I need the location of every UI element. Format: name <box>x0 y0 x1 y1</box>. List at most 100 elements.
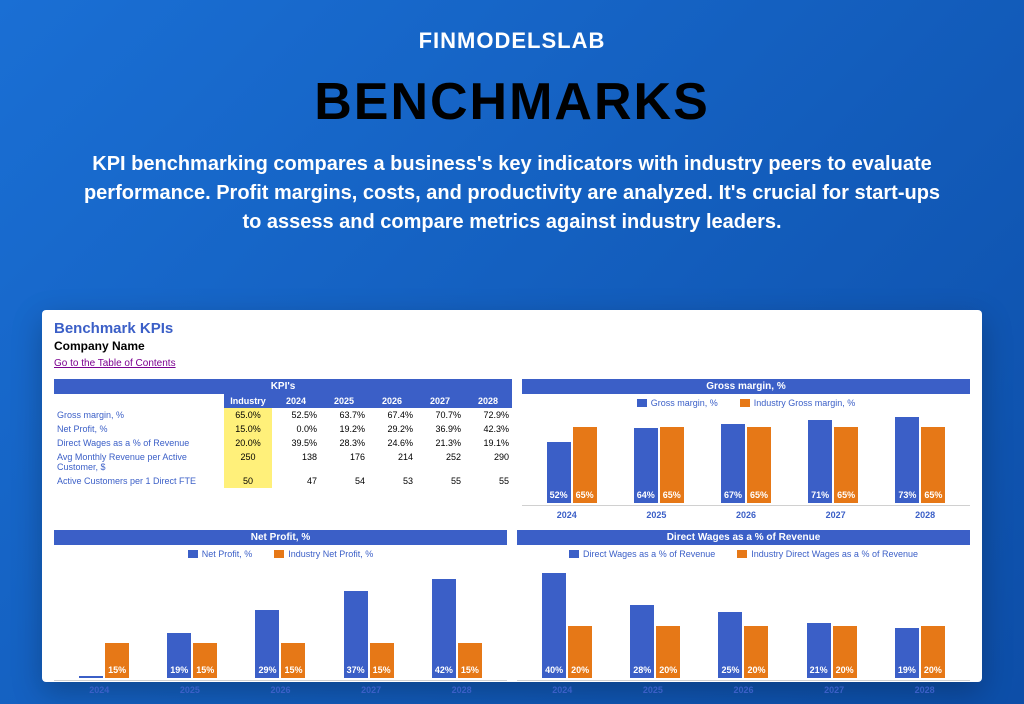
x-label: 2025 <box>180 685 200 695</box>
bar-label: 42% <box>435 665 453 675</box>
bar-label: 52% <box>550 490 568 500</box>
x-axis-labels: 20242025202620272028 <box>522 506 970 520</box>
bar-label: 65% <box>837 490 855 500</box>
cell: 52.5% <box>272 408 320 422</box>
bar-series2: 65% <box>660 427 684 503</box>
bar-series1: 29% <box>255 610 279 678</box>
bar-label: 15% <box>284 665 302 675</box>
header-region: FINMODELSLAB BENCHMARKS KPI benchmarking… <box>0 0 1024 237</box>
cell: 28.3% <box>320 436 368 450</box>
cell: 20.0% <box>224 436 272 450</box>
bar-series2: 20% <box>656 626 680 678</box>
legend-label-2: Industry Net Profit, % <box>288 549 373 559</box>
row-label: Gross margin, % <box>54 408 224 422</box>
bar-series1: 67% <box>721 424 745 503</box>
col-2024: 2024 <box>272 394 320 408</box>
cell: 65.0% <box>224 408 272 422</box>
bar-series2: 20% <box>833 626 857 678</box>
cell: 214 <box>368 450 416 474</box>
bars-area: 52%65%64%65%67%65%71%65%73%65% <box>522 410 970 506</box>
toc-link[interactable]: Go to the Table of Contents <box>54 358 176 369</box>
spreadsheet-preview: Benchmark KPIs Company Name Go to the Ta… <box>42 310 982 682</box>
bar-label: 40% <box>545 665 563 675</box>
bar-series1: 19% <box>167 633 191 678</box>
col-2027: 2027 <box>416 394 464 408</box>
x-label: 2027 <box>826 510 846 520</box>
bar-series2: 65% <box>747 427 771 503</box>
x-label: 2026 <box>733 685 753 695</box>
bar-label: 71% <box>811 490 829 500</box>
row-label: Active Customers per 1 Direct FTE <box>54 474 224 488</box>
year-group: 21%20% <box>807 623 857 678</box>
x-axis-labels: 20242025202620272028 <box>517 681 970 695</box>
brand-logo: FINMODELSLAB <box>0 28 1024 54</box>
bar-series1: 19% <box>895 628 919 678</box>
legend-swatch-2 <box>737 550 747 558</box>
bar-label: 15% <box>461 665 479 675</box>
bar-label: 15% <box>108 665 126 675</box>
bar-series1: 40% <box>542 573 566 678</box>
cell: 21.3% <box>416 436 464 450</box>
chart-legend: Direct Wages as a % of Revenue Industry … <box>517 545 970 561</box>
x-label: 2024 <box>557 510 577 520</box>
bars-area: 40%20%28%20%25%20%21%20%19%20% <box>517 561 970 681</box>
bar-label: 25% <box>721 665 739 675</box>
bar-label: 65% <box>750 490 768 500</box>
company-name: Company Name <box>54 339 970 353</box>
year-group: 19% 20% <box>895 626 945 678</box>
chart-title: Gross margin, % <box>522 379 970 394</box>
year-group: 29% 15% <box>255 610 305 678</box>
year-group: 64%65% <box>634 427 684 503</box>
sheet-title: Benchmark KPIs <box>54 320 970 337</box>
legend-swatch-2 <box>740 399 750 407</box>
cell: 47 <box>272 474 320 488</box>
bars-area: 0%15%19%15%29%15%37%15%42%15% <box>54 561 507 681</box>
bar-series2: 20% <box>921 626 945 678</box>
kpi-table-header-row: Industry 2024 2025 2026 2027 2028 <box>54 394 512 408</box>
bar-label: 67% <box>724 490 742 500</box>
row-label: Net Profit, % <box>54 422 224 436</box>
bar-series1: 73% <box>895 417 919 503</box>
bar-label: 15% <box>196 665 214 675</box>
bar-series2: 20% <box>568 626 592 678</box>
year-group: 37%15% <box>344 591 394 678</box>
year-group: 40% 20% <box>542 573 592 678</box>
bar-series1: 71% <box>808 420 832 503</box>
legend-swatch-1 <box>569 550 579 558</box>
cell: 24.6% <box>368 436 416 450</box>
cell: 50 <box>224 474 272 488</box>
bar-label: 28% <box>633 665 651 675</box>
gross-margin-chart: Gross margin, % Gross margin, % Industry… <box>522 379 970 520</box>
year-group: 0% 15% <box>79 643 129 678</box>
year-group: 42% 15% <box>432 579 482 678</box>
bar-label: 20% <box>571 665 589 675</box>
page-title: BENCHMARKS <box>0 72 1024 132</box>
bar-label: 65% <box>924 490 942 500</box>
cell: 72.9% <box>464 408 512 422</box>
cell: 138 <box>272 450 320 474</box>
cell: 15.0% <box>224 422 272 436</box>
x-label: 2024 <box>89 685 109 695</box>
bar-label: 0% <box>85 665 98 675</box>
x-label: 2028 <box>915 685 935 695</box>
bar-series2: 65% <box>921 427 945 503</box>
bar-label: 19% <box>898 665 916 675</box>
bar-series1: 64% <box>634 428 658 503</box>
bar-label: 19% <box>170 665 188 675</box>
row-label: Direct Wages as a % of Revenue <box>54 436 224 450</box>
legend-label-1: Gross margin, % <box>651 398 718 408</box>
table-row: Active Customers per 1 Direct FTE5047545… <box>54 474 512 488</box>
cell: 250 <box>224 450 272 474</box>
bar-label: 20% <box>747 665 765 675</box>
table-row: Direct Wages as a % of Revenue20.0%39.5%… <box>54 436 512 450</box>
cell: 70.7% <box>416 408 464 422</box>
cell: 19.1% <box>464 436 512 450</box>
legend-label-2: Industry Direct Wages as a % of Revenue <box>751 549 918 559</box>
x-label: 2026 <box>736 510 756 520</box>
chart-legend: Net Profit, % Industry Net Profit, % <box>54 545 507 561</box>
legend-label-2: Industry Gross margin, % <box>754 398 856 408</box>
x-label: 2027 <box>824 685 844 695</box>
bar-label: 15% <box>373 665 391 675</box>
bar-series1: 28% <box>630 605 654 678</box>
cell: 290 <box>464 450 512 474</box>
